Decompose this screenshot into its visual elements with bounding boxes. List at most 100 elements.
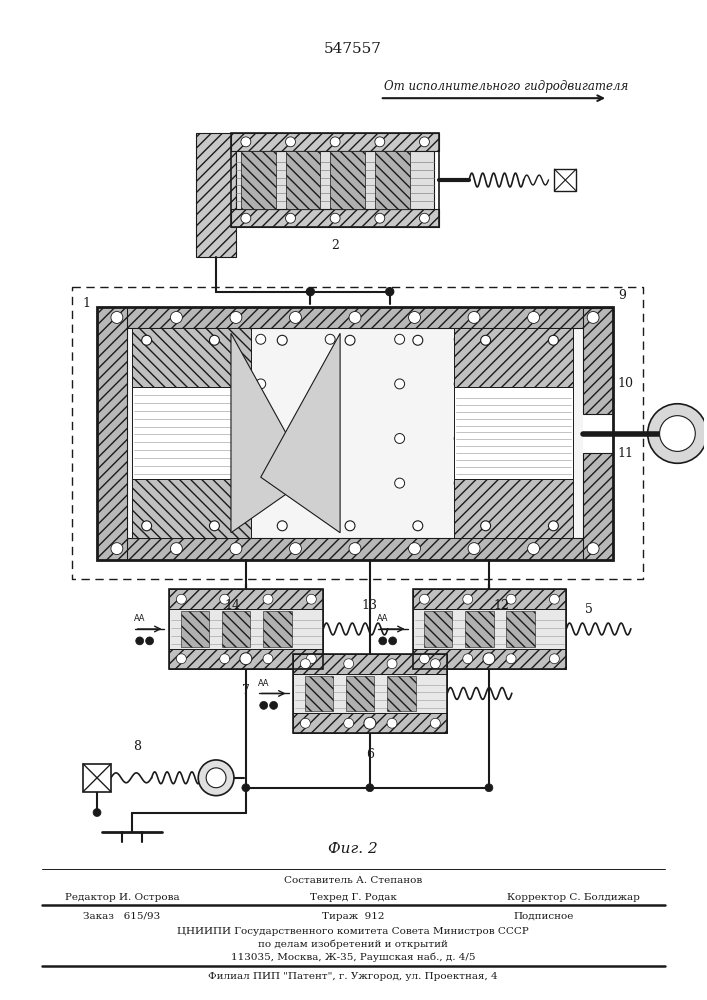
Circle shape xyxy=(468,311,480,323)
Circle shape xyxy=(306,288,315,296)
Bar xyxy=(170,649,323,669)
Bar xyxy=(375,151,409,209)
Bar xyxy=(554,169,576,191)
Bar xyxy=(97,307,127,560)
Circle shape xyxy=(375,213,385,223)
Text: ЦНИИПИ Государственного комитета Совета Министров СССР: ЦНИИПИ Государственного комитета Совета … xyxy=(177,927,529,936)
Circle shape xyxy=(170,311,182,323)
Circle shape xyxy=(468,543,480,555)
Circle shape xyxy=(146,379,156,389)
Bar xyxy=(412,589,566,669)
Circle shape xyxy=(242,784,250,792)
Bar xyxy=(97,307,613,328)
Bar xyxy=(263,611,291,647)
Circle shape xyxy=(387,718,397,728)
Circle shape xyxy=(463,654,473,664)
Circle shape xyxy=(141,335,151,345)
Circle shape xyxy=(146,334,156,344)
Circle shape xyxy=(387,659,397,669)
Circle shape xyxy=(563,434,573,443)
Circle shape xyxy=(241,213,251,223)
Bar xyxy=(231,209,439,227)
Circle shape xyxy=(349,311,361,323)
Circle shape xyxy=(395,334,404,344)
Text: Заказ   615/93: Заказ 615/93 xyxy=(83,912,160,921)
Circle shape xyxy=(136,637,144,645)
Circle shape xyxy=(198,760,234,796)
Text: 14: 14 xyxy=(225,599,241,612)
Circle shape xyxy=(170,543,182,555)
Circle shape xyxy=(563,334,573,344)
Bar xyxy=(132,479,251,538)
Bar xyxy=(412,649,566,669)
Circle shape xyxy=(230,543,242,555)
Circle shape xyxy=(256,434,266,443)
Circle shape xyxy=(648,404,707,463)
Circle shape xyxy=(256,379,266,389)
Circle shape xyxy=(230,311,242,323)
Text: 13: 13 xyxy=(362,599,378,612)
Circle shape xyxy=(306,594,316,604)
Bar xyxy=(423,611,452,647)
Circle shape xyxy=(146,478,156,488)
Text: От исполнительного гидродвигателя: От исполнительного гидродвигателя xyxy=(384,80,628,93)
Circle shape xyxy=(514,434,524,443)
Text: 10: 10 xyxy=(618,377,634,390)
Circle shape xyxy=(111,311,123,323)
Text: АА: АА xyxy=(377,614,389,623)
Circle shape xyxy=(514,379,524,389)
Circle shape xyxy=(241,137,251,147)
Circle shape xyxy=(325,379,335,389)
Bar xyxy=(293,654,448,674)
Circle shape xyxy=(286,213,296,223)
Circle shape xyxy=(395,379,404,389)
Bar xyxy=(97,307,613,560)
Circle shape xyxy=(409,543,421,555)
Circle shape xyxy=(325,334,335,344)
Circle shape xyxy=(419,654,429,664)
Circle shape xyxy=(549,594,559,604)
Text: 9: 9 xyxy=(618,289,626,302)
Bar xyxy=(132,387,251,479)
Circle shape xyxy=(289,543,301,555)
Circle shape xyxy=(300,718,310,728)
Text: Тираж  912: Тираж 912 xyxy=(322,912,384,921)
Circle shape xyxy=(366,784,374,792)
Circle shape xyxy=(563,478,573,488)
Circle shape xyxy=(263,654,273,664)
Circle shape xyxy=(481,335,491,345)
Circle shape xyxy=(413,521,423,531)
Circle shape xyxy=(197,434,206,443)
Bar xyxy=(222,611,250,647)
Circle shape xyxy=(379,637,387,645)
Circle shape xyxy=(389,637,397,645)
Circle shape xyxy=(364,717,376,729)
Bar xyxy=(236,151,434,209)
Polygon shape xyxy=(261,333,340,533)
Circle shape xyxy=(587,543,599,555)
Circle shape xyxy=(419,594,429,604)
Bar xyxy=(293,674,448,713)
Circle shape xyxy=(325,434,335,443)
Circle shape xyxy=(330,137,340,147)
Bar xyxy=(170,589,323,669)
Circle shape xyxy=(395,434,404,443)
Bar xyxy=(583,308,613,414)
Circle shape xyxy=(206,768,226,788)
Circle shape xyxy=(263,594,273,604)
Text: 7: 7 xyxy=(242,684,250,697)
Circle shape xyxy=(177,654,187,664)
Bar xyxy=(506,611,534,647)
Circle shape xyxy=(419,213,429,223)
Circle shape xyxy=(514,478,524,488)
Circle shape xyxy=(587,311,599,323)
Circle shape xyxy=(209,521,219,531)
Bar xyxy=(197,133,236,257)
Circle shape xyxy=(286,137,296,147)
Circle shape xyxy=(485,784,493,792)
Circle shape xyxy=(454,478,464,488)
Circle shape xyxy=(454,379,464,389)
Text: 2: 2 xyxy=(331,239,339,252)
Bar xyxy=(583,453,613,560)
Bar xyxy=(83,764,111,792)
